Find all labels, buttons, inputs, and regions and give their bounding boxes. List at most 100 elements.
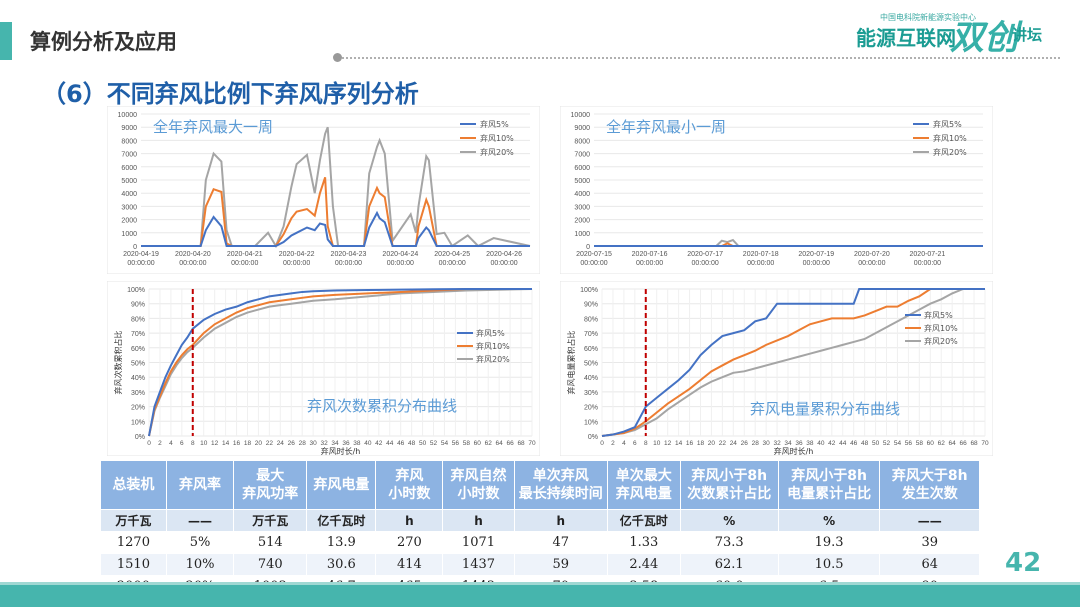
x-tick-label: 66 [506,440,514,447]
x-tick-label: 2020-07-18 [743,251,779,258]
x-tick-label: 38 [353,440,361,447]
series-line-0 [141,210,530,247]
x-tick-label: 54 [894,440,902,447]
x-tick-label: 14 [675,440,683,447]
x-tick-label: 52 [883,440,891,447]
x-tick-label: 66 [959,440,967,447]
x-tick-label: 20 [708,440,716,447]
y-tick-label: 10% [131,419,145,426]
table-cell: 30.6 [306,553,377,576]
y-tick-label: 10000 [571,112,591,119]
table-cell: 270 [375,531,444,554]
table-header-cell: 弃风电量 [306,460,377,510]
series-line-1 [148,288,532,437]
table-cell: 19.3 [777,531,881,554]
table-cell: 10% [165,553,235,576]
x-tick-label: 2020-07-19 [798,251,834,258]
y-axis-label: 弃风电量累积占比 [566,331,576,395]
x-axis-label: 弃风时长/h [321,446,361,456]
table-header-cell: 单次最大 弃风电量 [606,460,681,510]
x-tick-label: 44 [386,440,394,447]
y-tick-label: 60% [131,346,145,353]
x-tick-label: 34 [331,440,339,447]
legend-label: 弃风5% [924,310,953,320]
y-tick-label: 90% [131,302,145,309]
header-divider [335,57,1060,59]
x-tick-label: 62 [485,440,493,447]
x-tick-label: 70 [981,440,989,447]
x-tick-label: 34 [784,440,792,447]
x-tick-label: 40 [817,440,825,447]
x-tick-label: 36 [342,440,350,447]
table-cell: 62.1 [679,553,779,576]
legend-label: 弃风10% [480,133,514,143]
y-tick-label: 30% [131,390,145,397]
table-unit-cell: 亿千瓦时 [306,509,377,532]
table-header-cell: 弃风小于8h 电量累计占比 [777,460,881,510]
y-tick-label: 50% [131,361,145,368]
legend-label: 弃风20% [480,147,514,157]
y-tick-label: 70% [584,331,598,338]
x-tick-label: 00:00:00 [179,260,206,267]
table-header-cell: 弃风 小时数 [375,460,444,510]
x-tick-label: 2020-07-16 [632,251,668,258]
section-title: 算例分析及应用 [30,30,177,54]
y-tick-label: 7000 [121,152,137,159]
y-tick-label: 30% [584,390,598,397]
table-unit-cell: % [679,509,779,532]
x-tick-label: 60 [927,440,935,447]
x-tick-label: 26 [741,440,749,447]
x-tick-label: 58 [463,440,471,447]
x-tick-label: 50 [419,440,427,447]
logo-main-text: 能源互联网 [856,26,956,50]
x-tick-label: 54 [441,440,449,447]
chart-max-week: 1000090008000700060005000400030002000100… [107,106,540,274]
y-tick-label: 100% [580,287,598,294]
x-tick-label: 38 [806,440,814,447]
footer-stripe [0,582,1080,585]
x-tick-label: 14 [222,440,230,447]
x-tick-label: 00:00:00 [439,260,466,267]
series-line-2 [148,288,533,437]
x-tick-label: 22 [266,440,274,447]
legend-label: 弃风10% [933,133,967,143]
table-units-row: 万千瓦 —— 万千瓦 亿千瓦时 h h h 亿千瓦时%% —— [100,509,980,532]
x-tick-label: 42 [375,440,383,447]
stats-table-wrapper: 总装机 弃风率 最大 弃风功率 弃风电量 弃风 小时数 弃风自然 小时数 单次弃风 最长持续时间 单次… [100,460,980,598]
table-unit-cell: h [375,509,444,532]
series-line-1 [601,288,985,437]
series-line-0 [148,288,532,437]
x-tick-label: 68 [517,440,525,447]
logo-subtext: 中国电科院新能源实验中心 [880,13,976,22]
x-tick-label: 00:00:00 [636,260,663,267]
chart-frame [560,281,993,456]
slide-subtitle: （6）不同弃风比例下弃风序列分析 [42,80,419,108]
x-tick-label: 2 [158,440,162,447]
table-cell: 47 [513,531,608,554]
series-line-0 [601,288,985,437]
x-tick-label: 4 [169,440,173,447]
x-tick-label: 68 [970,440,978,447]
y-tick-label: 0% [135,434,145,441]
y-tick-label: 7000 [574,152,590,159]
x-tick-label: 70 [528,440,536,447]
table-unit-cell: —— [165,509,235,532]
x-tick-label: 52 [430,440,438,447]
x-tick-label: 42 [828,440,836,447]
table-cell: 414 [375,553,444,576]
x-tick-label: 2020-04-19 [123,251,159,258]
x-tick-label: 48 [408,440,416,447]
table-cell: 514 [233,531,308,554]
x-tick-label: 00:00:00 [858,260,885,267]
y-tick-label: 6000 [121,165,137,172]
x-tick-label: 6 [633,440,637,447]
y-tick-label: 1000 [121,231,137,238]
table-cell: 59 [513,553,608,576]
x-tick-label: 00:00:00 [803,260,830,267]
x-tick-label: 36 [795,440,803,447]
x-tick-label: 2020-07-17 [687,251,723,258]
legend-label: 弃风5% [476,328,505,338]
table-header-cell: 弃风自然 小时数 [442,460,515,510]
table-cell: 64 [879,553,980,576]
table-unit-cell: 万千瓦 [233,509,308,532]
